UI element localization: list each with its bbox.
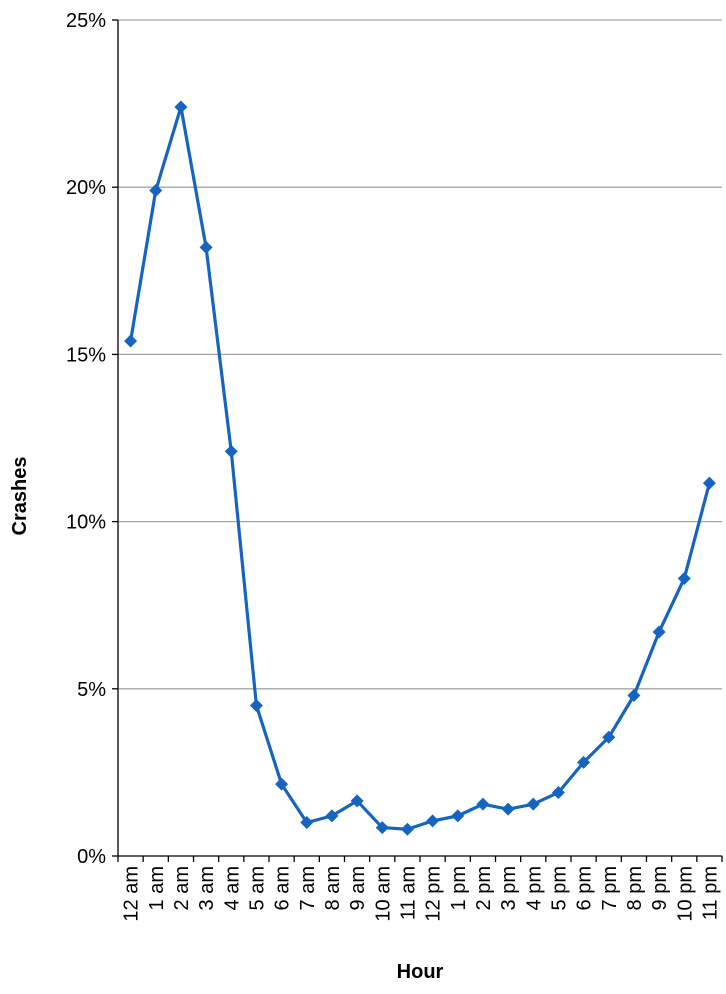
data-point: [124, 334, 138, 348]
data-point: [275, 777, 289, 791]
x-tick-label: 7 pm: [599, 866, 621, 910]
x-axis-ticks: 12 am 1 am 2 am 3 am 4 am 5 am 6 am 7 am 8 am 9 a…: [117, 856, 723, 922]
data-point: [501, 802, 515, 816]
data-point: [174, 100, 188, 114]
x-tick-label: 1 pm: [448, 866, 470, 910]
x-tick-label: 3 am: [196, 866, 218, 910]
x-tick-label: 1 am: [146, 866, 168, 910]
x-tick-label: 11 pm: [699, 866, 721, 920]
y-tick-label: 20%: [66, 177, 106, 199]
x-tick-label: 4 pm: [523, 866, 545, 910]
x-tick-label: 3 pm: [498, 866, 520, 910]
x-tick-label: 7 am: [297, 866, 319, 910]
x-tick-label: 11 am: [397, 866, 419, 920]
series: [124, 100, 716, 836]
data-point: [249, 699, 263, 713]
y-axis-ticks: 0% 5% 10% 15% 20% 25%: [66, 10, 118, 868]
x-tick-label: 9 am: [347, 866, 369, 910]
x-tick-label: 10 pm: [674, 866, 696, 922]
data-point: [702, 476, 716, 490]
x-tick-label: 4 am: [221, 866, 243, 910]
data-point: [551, 785, 565, 799]
x-tick-label: 8 pm: [624, 866, 646, 910]
data-point: [602, 730, 616, 744]
y-tick-label: 15%: [66, 344, 106, 366]
x-tick-label: 2 pm: [473, 866, 495, 910]
x-tick-label: 6 am: [272, 866, 294, 910]
series-line: [129, 105, 711, 831]
x-tick-label: 9 pm: [649, 866, 671, 910]
x-tick-label: 6 pm: [574, 866, 596, 910]
x-tick-label: 5 am: [246, 866, 268, 910]
y-axis-title: Crashes: [9, 457, 31, 536]
gridlines: [118, 19, 722, 690]
x-tick-label: 12 am: [121, 866, 143, 922]
data-point: [375, 821, 389, 835]
data-point: [526, 797, 540, 811]
y-tick-label: 0%: [77, 846, 106, 868]
data-point: [476, 797, 490, 811]
axes: [117, 20, 722, 857]
data-point: [677, 571, 691, 585]
data-point: [577, 755, 591, 769]
y-tick-label: 25%: [66, 10, 106, 32]
data-point: [149, 184, 163, 198]
data-point: [224, 444, 238, 458]
x-tick-label: 8 am: [322, 866, 344, 910]
data-point: [199, 240, 213, 254]
data-point: [400, 822, 414, 836]
y-tick-label: 5%: [77, 679, 106, 701]
y-tick-label: 10%: [66, 512, 106, 534]
data-point: [350, 794, 364, 808]
x-axis-title: Hour: [397, 961, 444, 983]
data-point: [325, 809, 339, 823]
data-point: [652, 625, 666, 639]
x-tick-label: 10 am: [372, 866, 394, 922]
x-tick-label: 2 am: [171, 866, 193, 910]
data-point: [451, 809, 465, 823]
x-tick-label: 5 pm: [548, 866, 570, 910]
data-point: [426, 814, 440, 828]
x-tick-label: 12 pm: [423, 866, 445, 922]
data-point: [627, 688, 641, 702]
data-point: [300, 816, 314, 830]
